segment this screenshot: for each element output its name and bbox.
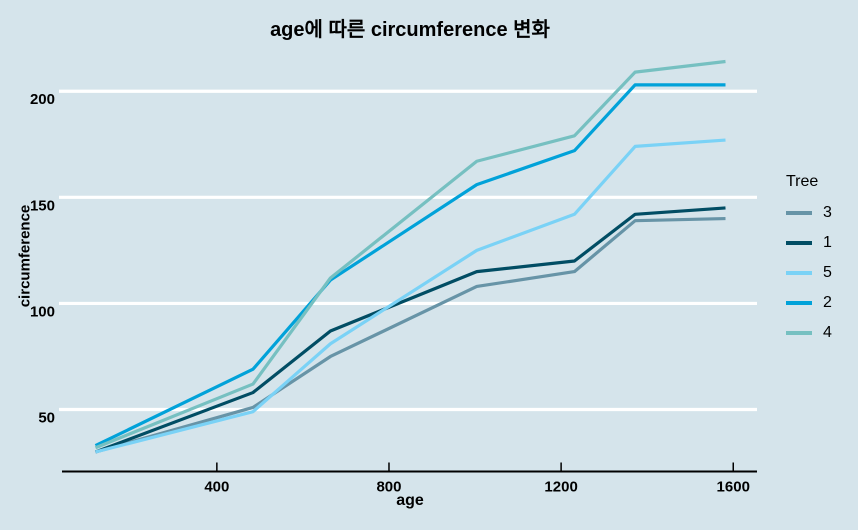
legend-item-4: 4 xyxy=(786,318,832,348)
y-tick-label-200: 200 xyxy=(30,91,55,108)
x-axis-title: age xyxy=(396,492,424,509)
series-line-1 xyxy=(94,206,726,454)
legend-item-5: 5 xyxy=(786,258,832,288)
legend-swatch-1 xyxy=(786,241,812,245)
y-tick-label-150: 150 xyxy=(30,197,55,214)
legend-swatch-4 xyxy=(786,331,812,335)
series-line-5 xyxy=(95,138,726,454)
legend-item-label: 4 xyxy=(823,324,832,341)
legend-item-2: 2 xyxy=(786,288,832,318)
legend-item-label: 3 xyxy=(823,204,832,221)
series-line-3 xyxy=(95,216,726,454)
legend-item-label: 2 xyxy=(823,294,832,311)
plot-title: age에 따른 circumference 변화 xyxy=(270,19,550,41)
y-tick-label-50: 50 xyxy=(38,410,55,427)
legend-swatch-3 xyxy=(786,211,812,215)
legend-item-1: 1 xyxy=(786,228,832,258)
series-line-2 xyxy=(94,83,726,448)
legend-swatch-2 xyxy=(786,301,812,305)
y-tick-label-100: 100 xyxy=(30,303,55,320)
legend-items: 3 1 5 2 4 xyxy=(786,198,832,348)
legend-title: Tree xyxy=(786,173,819,190)
y-axis-title: circumference xyxy=(16,204,34,308)
series-line-4 xyxy=(94,59,726,450)
x-tick-label-800: 800 xyxy=(376,479,401,496)
legend-item-3: 3 xyxy=(786,198,832,228)
x-tick-label-400: 400 xyxy=(204,479,229,496)
x-tick-label-1600: 1600 xyxy=(717,479,750,496)
legend: Tree 3 1 5 2 4 xyxy=(786,172,832,348)
legend-item-label: 5 xyxy=(823,264,832,281)
legend-item-label: 1 xyxy=(823,234,832,251)
x-tick-label-1200: 1200 xyxy=(544,479,577,496)
legend-swatch-5 xyxy=(786,271,812,275)
